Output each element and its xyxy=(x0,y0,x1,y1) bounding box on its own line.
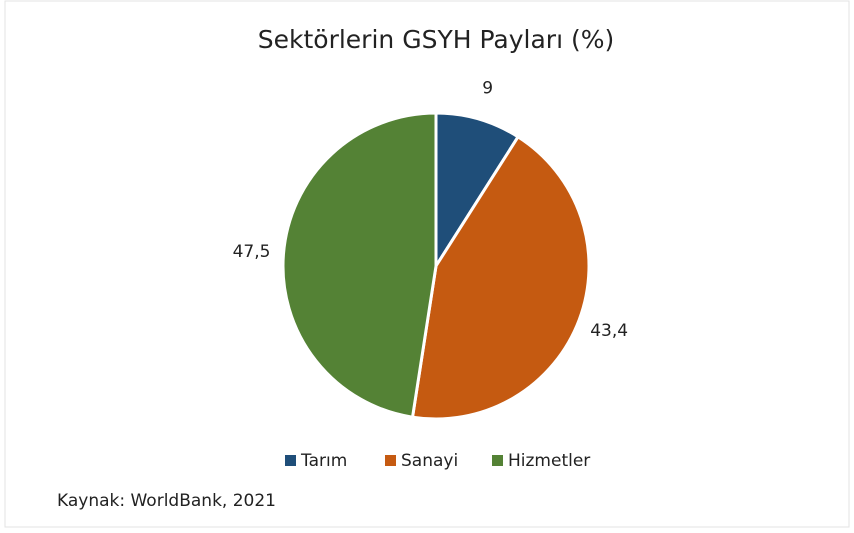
pie-slice xyxy=(434,111,521,272)
legend-swatch xyxy=(285,455,296,466)
chart-title: Sektörlerin GSYH Payları (%) xyxy=(258,25,614,54)
source-note: Kaynak: WorldBank, 2021 xyxy=(57,491,276,511)
pie-slice xyxy=(410,134,591,421)
data-label: 9 xyxy=(482,78,493,98)
data-label: 43,4 xyxy=(590,321,628,341)
pie-slice xyxy=(281,111,438,419)
legend-label: Sanayi xyxy=(401,451,458,471)
data-label: 47,5 xyxy=(233,242,271,262)
legend-label: Tarım xyxy=(300,451,347,471)
legend-label: Hizmetler xyxy=(508,451,590,471)
legend-swatch xyxy=(492,455,503,466)
legend-swatch xyxy=(385,455,396,466)
